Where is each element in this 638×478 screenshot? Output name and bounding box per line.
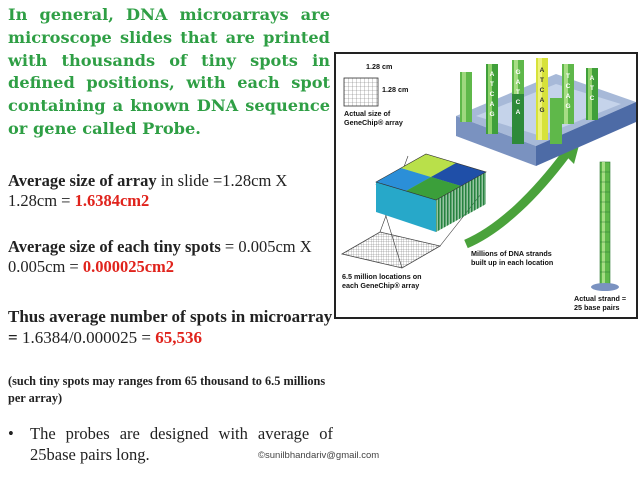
range-note: (such tiny spots may ranges from 65 thou… (8, 374, 326, 405)
dna-strand-columns (460, 58, 598, 144)
svg-text:T: T (516, 89, 520, 96)
zoom-arrow (464, 151, 570, 249)
svg-text:A: A (516, 79, 521, 86)
dim-side-label: 1.28 cm (382, 85, 408, 94)
svg-text:T: T (590, 85, 594, 92)
probe-bullet-text: The probes are designed with average of … (30, 424, 333, 464)
array-size-result: 1.6384cm2 (74, 191, 150, 210)
svg-text:A: A (490, 71, 495, 78)
spot-count-result: 65,536 (155, 328, 202, 347)
spot-count-calculation: 1.6384/0.000025 = (17, 328, 156, 347)
svg-text:A: A (540, 67, 545, 74)
strand-label-2: 25 base pairs (574, 303, 620, 312)
strand-label-1: Actual strand = (574, 294, 626, 303)
microarray-illustration: 1.28 cm 1.28 cm Actual size of GeneChip®… (340, 58, 636, 312)
bullet-dot: • (8, 424, 14, 443)
svg-text:A: A (590, 75, 595, 82)
svg-text:C: C (590, 95, 595, 102)
spot-size-result: 0.000025cm2 (82, 257, 175, 276)
spot-size-paragraph: Average size of each tiny spots = 0.005c… (8, 237, 333, 277)
copyright-text: ©sunilbhandariv@gmail.com (258, 450, 380, 461)
actual-size-label-1: Actual size of (344, 109, 391, 118)
svg-text:A: A (490, 101, 495, 108)
spot-count-label: Thus average number of spots in microarr… (8, 307, 333, 347)
spot-size-calculation: = 0.005cm X 0.005cm = (8, 237, 312, 276)
svg-text:A: A (540, 97, 545, 104)
svg-text:T: T (566, 73, 570, 80)
svg-text:T: T (540, 77, 544, 84)
strands-label-2: built up in each location (471, 258, 553, 267)
actual-size-chip (343, 77, 379, 107)
probe-bullet: • The probes are designed with average o… (8, 423, 333, 465)
spot-size-label: Average size of each tiny spots (8, 237, 221, 256)
spot-count-paragraph: Thus average number of spots in microarr… (8, 306, 333, 348)
actual-size-label-2: GeneChip® array (344, 118, 403, 127)
flat-array-chip (340, 231, 442, 269)
colored-array-block (375, 153, 487, 232)
svg-text:C: C (490, 91, 495, 98)
svg-text:A: A (566, 93, 571, 100)
microarray-figure: 1.28 cm 1.28 cm Actual size of GeneChip®… (334, 52, 638, 319)
base-letters: A T C A G G A T C A A T C A G T C A G A … (489, 67, 594, 118)
svg-text:C: C (566, 83, 571, 90)
svg-text:G: G (515, 69, 520, 76)
dim-top-label: 1.28 cm (366, 62, 392, 71)
single-dna-strand (591, 161, 619, 291)
svg-text:G: G (489, 111, 494, 118)
array-size-paragraph: Average size of array in slide =1.28cm X… (8, 171, 333, 211)
svg-text:G: G (539, 107, 544, 114)
array-size-calculation: in slide =1.28cm X 1.28cm = (8, 171, 288, 210)
svg-text:T: T (490, 81, 494, 88)
svg-text:C: C (540, 87, 545, 94)
locations-label-1: 6.5 million locations on (342, 272, 421, 281)
svg-text:G: G (565, 103, 570, 110)
locations-label-2: each GeneChip® array (342, 281, 419, 290)
svg-text:C: C (516, 99, 521, 106)
intro-paragraph: In general, DNA microarrays are microsco… (8, 5, 330, 138)
svg-text:A: A (516, 109, 521, 116)
array-size-label: Average size of array (8, 171, 157, 190)
strands-label-1: Millions of DNA strands (471, 249, 552, 258)
